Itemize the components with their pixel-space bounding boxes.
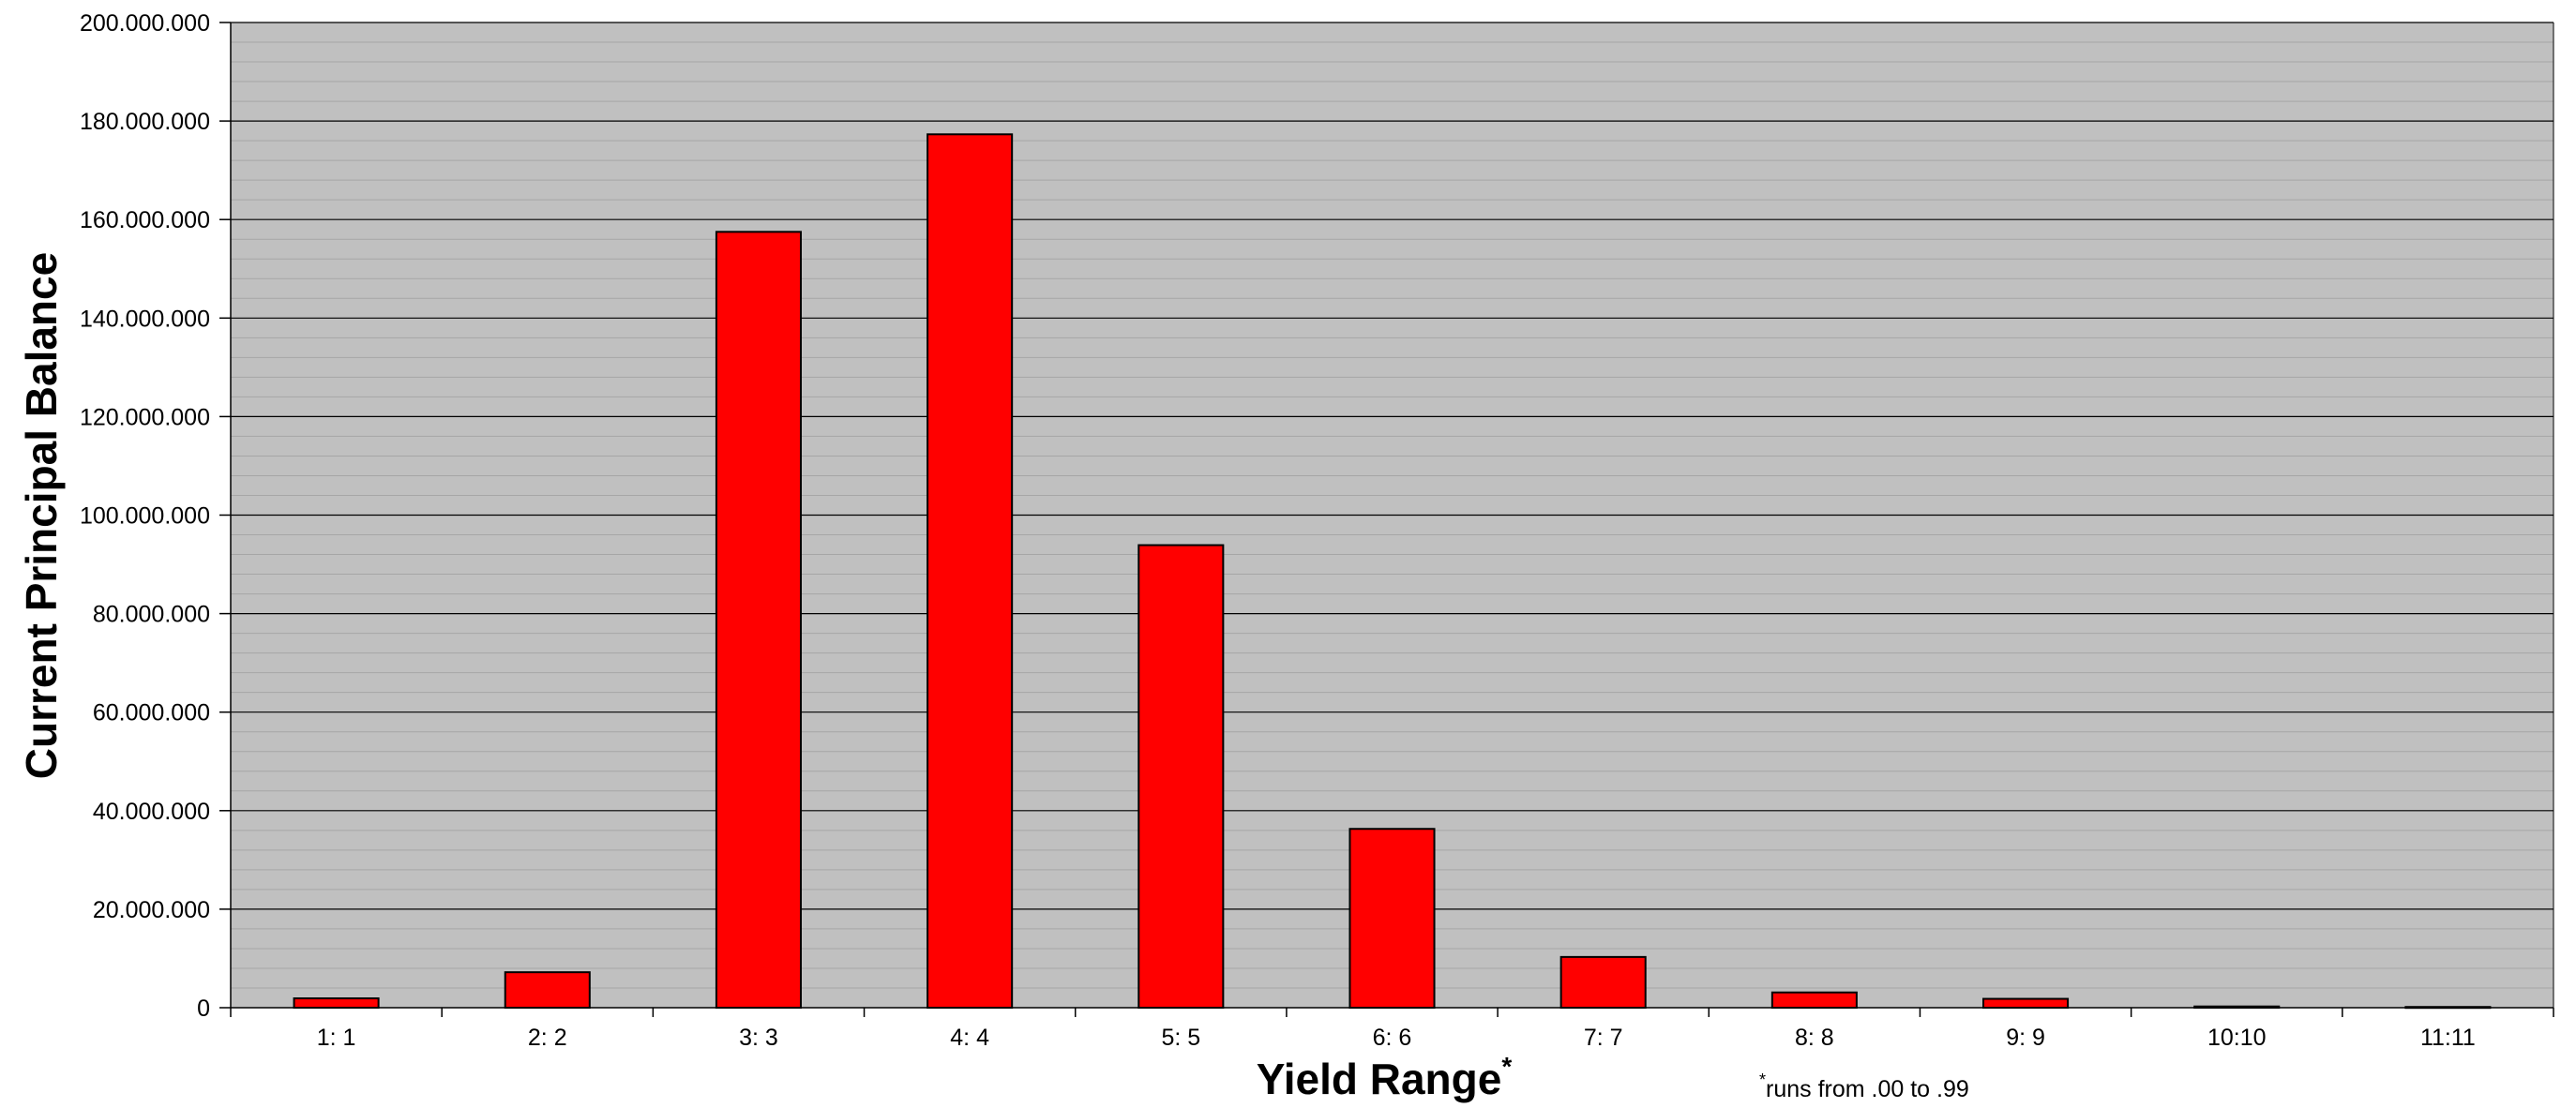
bar xyxy=(504,971,591,1009)
bar xyxy=(1348,828,1436,1010)
bar xyxy=(1137,544,1225,1009)
y-tick-label: 180.000.000 xyxy=(80,109,210,135)
x-tick-label: 4: 4 xyxy=(950,1025,989,1051)
y-tick-label: 100.000.000 xyxy=(80,503,210,530)
x-tick-label: 8: 8 xyxy=(1795,1025,1834,1051)
x-tick-label: 6: 6 xyxy=(1373,1025,1412,1051)
bar xyxy=(926,133,1014,1009)
y-tick-label: 120.000.000 xyxy=(80,404,210,430)
axes xyxy=(219,22,2554,1017)
footnote: *runs from .00 to .99 xyxy=(1759,1071,1969,1102)
bar xyxy=(293,997,380,1010)
bar xyxy=(1982,997,2070,1010)
x-axis-title-marker: * xyxy=(1501,1052,1512,1081)
bar xyxy=(1770,991,1858,1009)
x-tick-label: 2: 2 xyxy=(528,1025,567,1051)
y-tick-label: 160.000.000 xyxy=(80,207,210,233)
bar xyxy=(715,231,802,1009)
y-tick-labels: 0 20.000.000 40.000.000 60.000.000 80.000.00… xyxy=(80,10,210,1022)
y-tick-label: 140.000.000 xyxy=(80,306,210,332)
x-axis-title-text: Yield Range xyxy=(1257,1055,1502,1103)
y-tick-label: 0 xyxy=(197,996,210,1022)
x-tick-label: 7: 7 xyxy=(1584,1025,1623,1051)
x-tick-label: 11:11 xyxy=(2420,1025,2476,1051)
x-tick-label: 5: 5 xyxy=(1161,1025,1200,1051)
bar xyxy=(1559,955,1647,1009)
x-tick-label: 3: 3 xyxy=(739,1025,778,1051)
y-tick-label: 40.000.000 xyxy=(93,799,210,825)
gridlines xyxy=(231,22,2553,989)
bars xyxy=(293,133,2492,1010)
x-tick-labels: 1: 1 2: 2 3: 3 4: 4 5: 5 6: 6 7: 7 8: 8 9: 9 10:1… xyxy=(317,1025,2476,1051)
footnote-marker: * xyxy=(1759,1071,1766,1089)
y-tick-label: 80.000.000 xyxy=(93,602,210,628)
y-axis-title: Current Principal Balance xyxy=(17,252,66,779)
y-tick-label: 20.000.000 xyxy=(93,897,210,923)
x-axis-title: Yield Range* xyxy=(1257,1052,1513,1103)
footnote-text: runs from .00 to .99 xyxy=(1766,1076,1969,1102)
x-tick-label: 10:10 xyxy=(2207,1025,2267,1051)
x-tick-label: 1: 1 xyxy=(317,1025,356,1051)
y-tick-label: 200.000.000 xyxy=(80,10,210,37)
y-tick-label: 60.000.000 xyxy=(93,700,210,726)
x-tick-label: 9: 9 xyxy=(2006,1025,2045,1051)
